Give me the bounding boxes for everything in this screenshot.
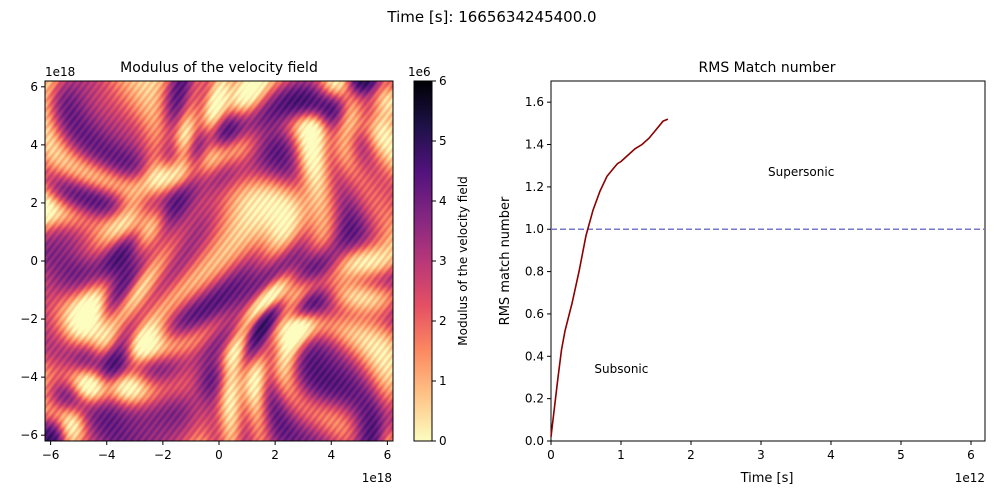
colorbar: 0 1 2 3 4 5 6 1e6 Modulus of the velocity fiel… — [408, 65, 470, 448]
colorbar-tick-label: 6 — [439, 74, 447, 88]
heatmap-y-offset-label: 1e18 — [45, 65, 75, 79]
heatmap-image-container — [45, 81, 393, 441]
colorbar-tick-label: 3 — [439, 254, 447, 268]
annotation-supersonic: Supersonic — [768, 165, 834, 179]
line-chart-x-tick-label: 4 — [827, 448, 835, 462]
colorbar-gradient — [414, 81, 432, 441]
heatmap-y-tick-label: 4 — [30, 138, 38, 152]
colorbar-offset-label: 1e6 — [408, 65, 431, 79]
line-chart-y-tick-label: 0.6 — [525, 307, 544, 321]
heatmap-x-ticks: −6 −4 −2 0 2 4 6 — [42, 441, 391, 462]
line-chart-x-ticks: 0 1 2 3 4 5 6 — [547, 441, 975, 462]
line-chart-x-offset-label: 1e12 — [955, 471, 985, 485]
line-chart-y-tick-label: 0.0 — [525, 434, 544, 448]
colorbar-tick-label: 2 — [439, 314, 447, 328]
heatmap-y-tick-label: 2 — [30, 196, 38, 210]
heatmap-image — [45, 81, 393, 441]
heatmap-x-tick-label: 0 — [215, 448, 223, 462]
heatmap-x-tick-label: −4 — [98, 448, 116, 462]
heatmap-y-ticks: −6 −4 −2 0 2 4 6 — [20, 80, 45, 442]
line-chart-y-tick-label: 0.8 — [525, 265, 544, 279]
figure-suptitle: Time [s]: 1665634245400.0 — [386, 8, 596, 26]
heatmap-x-tick-label: −6 — [42, 448, 60, 462]
heatmap-x-tick-label: 6 — [384, 448, 392, 462]
line-chart-frame — [550, 80, 986, 442]
annotation-subsonic: Subsonic — [594, 362, 648, 376]
line-chart-y-tick-label: 1.2 — [525, 180, 544, 194]
heatmap-title: Modulus of the velocity field — [120, 60, 318, 76]
line-chart-ylabel: RMS match number — [498, 196, 513, 325]
colorbar-tick-label: 1 — [439, 374, 447, 388]
heatmap-y-tick-label: −6 — [20, 428, 38, 442]
colorbar-tick-label: 0 — [439, 434, 447, 448]
colorbar-ticks: 0 1 2 3 4 5 6 — [432, 74, 447, 448]
line-chart-x-tick-label: 3 — [757, 448, 765, 462]
heatmap-y-tick-label: −2 — [20, 312, 38, 326]
line-chart-x-tick-label: 5 — [897, 448, 905, 462]
line-chart-title: RMS Match number — [699, 60, 836, 76]
line-chart-panel: RMS Match number 0 1 2 3 4 5 6 0.0 0.2 0.4 0.6 0.8… — [498, 60, 986, 486]
heatmap-y-tick-label: 0 — [30, 254, 38, 268]
line-chart-x-tick-label: 2 — [687, 448, 695, 462]
line-chart-y-tick-label: 1.0 — [525, 222, 544, 236]
colorbar-tick-label: 5 — [439, 134, 447, 148]
line-chart-y-tick-label: 1.6 — [525, 95, 544, 109]
heatmap-y-tick-label: −4 — [20, 370, 38, 384]
heatmap-x-offset-label: 1e18 — [362, 471, 392, 485]
line-chart-x-tick-label: 6 — [967, 448, 975, 462]
colorbar-tick-label: 4 — [439, 194, 447, 208]
line-chart-x-tick-label: 0 — [547, 448, 555, 462]
line-chart-y-tick-label: 0.4 — [525, 349, 544, 363]
line-chart-xlabel: Time [s] — [740, 471, 794, 486]
line-chart-y-tick-label: 1.4 — [525, 138, 544, 152]
line-chart-y-tick-label: 0.2 — [525, 392, 544, 406]
heatmap-panel: Modulus of the velocity field −6 −4 −2 0 2 4 6… — [20, 60, 394, 485]
line-series-0 — [550, 118, 669, 437]
heatmap-x-tick-label: 2 — [271, 448, 279, 462]
heatmap-x-tick-label: −2 — [154, 448, 172, 462]
line-annotations: Supersonic Subsonic — [594, 165, 834, 376]
heatmap-x-tick-label: 4 — [327, 448, 335, 462]
line-chart-y-ticks: 0.0 0.2 0.4 0.6 0.8 1.0 1.2 1.4 1.6 — [525, 95, 551, 448]
line-chart-x-tick-label: 1 — [617, 448, 625, 462]
colorbar-label: Modulus of the velocity field — [456, 176, 470, 345]
line-series-group — [550, 118, 669, 437]
heatmap-y-tick-label: 6 — [30, 80, 38, 94]
